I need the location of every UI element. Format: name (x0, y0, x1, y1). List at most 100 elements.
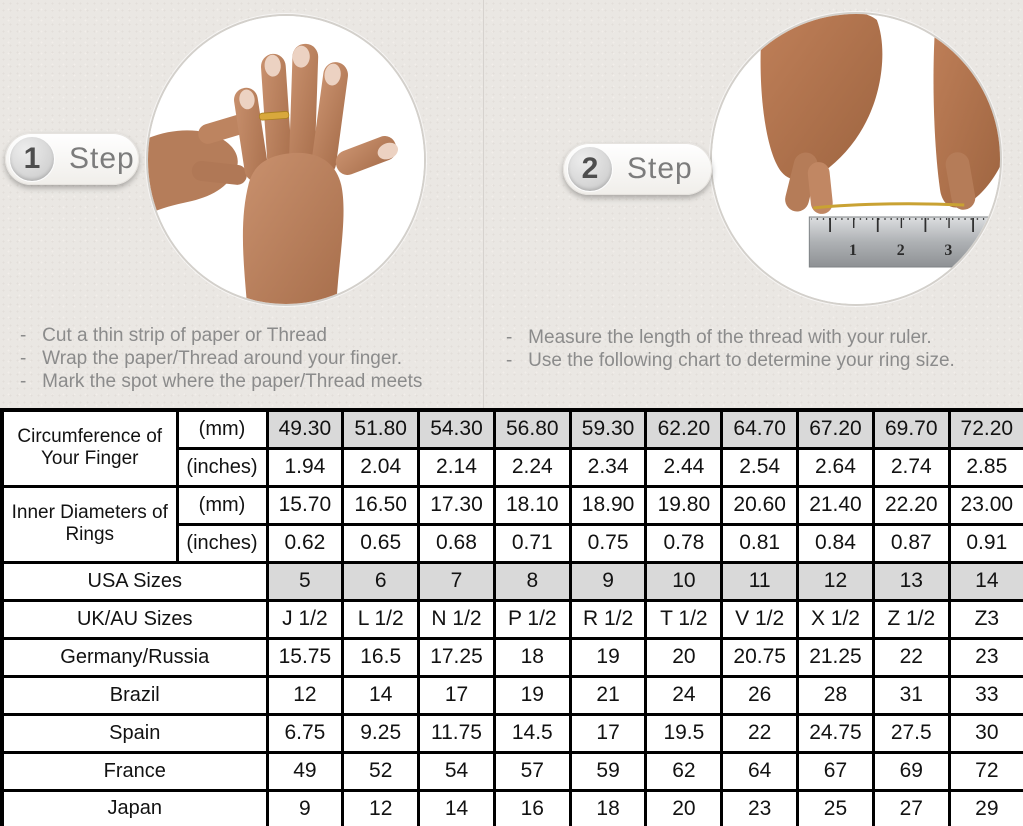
gold-ring (258, 111, 290, 121)
diameter-inch-value: 0.84 (796, 522, 875, 564)
diameter-inch-value: 0.68 (417, 522, 496, 564)
step2-instructions: Measure the length of the thread with yo… (506, 326, 955, 372)
row-diameter-inches: (inches) 0.62 0.65 0.68 0.71 0.75 0.78 0.81 0.8… (2, 522, 1023, 564)
diameter-mm-value: 22.20 (871, 484, 951, 526)
usa-size-value: 5 (265, 560, 345, 602)
uk-au-size-value: R 1/2 (568, 598, 648, 640)
circumference-mm-value: 49.30 (265, 408, 345, 450)
usa-size-value: 8 (492, 560, 572, 602)
diameter-inch-value: 0.81 (720, 522, 800, 564)
instruction-line: Use the following chart to determine you… (506, 349, 955, 372)
circumference-mm-value: 62.20 (644, 408, 724, 450)
france-size-value: 52 (341, 750, 421, 792)
row-circumference-inches: (inches) 1.94 2.04 2.14 2.24 2.34 2.44 2.54 2.6… (2, 446, 1023, 488)
brazil-size-value: 12 (265, 674, 345, 716)
section-divider (483, 0, 484, 408)
gold-thread (813, 202, 965, 210)
circumference-inch-value: 2.54 (720, 446, 800, 488)
diameter-mm-value: 18.10 (492, 484, 572, 526)
uk-au-size-value: P 1/2 (492, 598, 572, 640)
germany-russia-size-value: 16.5 (341, 636, 421, 678)
france-size-value: 69 (871, 750, 951, 792)
hand-with-ring-illustration (148, 16, 424, 304)
france-size-value: 62 (644, 750, 724, 792)
row-label-spain: Spain (0, 712, 269, 754)
japan-size-value: 14 (417, 788, 496, 826)
row-diameter-mm: Inner Diameters of Rings (mm) 15.70 16.50… (0, 484, 1023, 564)
step2-badge: 2 Step (563, 143, 712, 195)
spain-size-value: 24.75 (796, 712, 875, 754)
diameter-inch-value: 0.87 (871, 522, 951, 564)
row-label-circumference: Circumference of Your Finger (0, 408, 179, 488)
row-label-inner-diameter: Inner Diameters of Rings (0, 484, 179, 564)
circumference-mm-value: 72.20 (947, 408, 1023, 450)
row-label-brazil: Brazil (0, 674, 269, 716)
diameter-inch-value: 0.75 (568, 522, 648, 564)
diameter-mm-value: 16.50 (341, 484, 421, 526)
japan-size-value: 25 (796, 788, 875, 826)
spain-size-value: 27.5 (871, 712, 951, 754)
ruler-number: 3 (944, 242, 952, 259)
germany-russia-size-value: 15.75 (265, 636, 345, 678)
row-france: France 49 52 54 57 59 62 64 67 69 72 (0, 750, 1023, 792)
brazil-size-value: 19 (492, 674, 572, 716)
circumference-inch-value: 2.44 (644, 446, 724, 488)
diameter-mm-value: 15.70 (265, 484, 345, 526)
germany-russia-size-value: 21.25 (796, 636, 875, 678)
spain-size-value: 11.75 (417, 712, 496, 754)
unit-label: (inches) (175, 446, 269, 488)
usa-size-value: 12 (796, 560, 875, 602)
diameter-mm-value: 20.60 (720, 484, 800, 526)
row-usa-sizes: USA Sizes 5 6 7 8 9 10 11 12 13 14 (0, 560, 1023, 602)
diameter-inch-value: 0.71 (492, 522, 572, 564)
france-size-value: 49 (265, 750, 345, 792)
germany-russia-size-value: 17.25 (417, 636, 496, 678)
diameter-mm-value: 17.30 (417, 484, 496, 526)
measuring-thread-illustration: 1 2 3 (712, 14, 1000, 304)
row-uk-au-sizes: UK/AU Sizes J 1/2 L 1/2 N 1/2 P 1/2 R 1/2 T 1… (0, 598, 1023, 640)
circumference-mm-value: 59.30 (568, 408, 648, 450)
circumference-inch-value: 2.85 (947, 446, 1023, 488)
diameter-inch-value: 0.91 (947, 522, 1023, 564)
germany-russia-size-value: 23 (947, 636, 1023, 678)
diameter-inch-value: 0.78 (644, 522, 724, 564)
germany-russia-size-value: 22 (871, 636, 951, 678)
circumference-inch-value: 1.94 (265, 446, 345, 488)
row-label-france: France (0, 750, 269, 792)
instruction-line: Measure the length of the thread with yo… (506, 326, 955, 349)
circumference-mm-value: 67.20 (796, 408, 875, 450)
japan-size-value: 27 (871, 788, 951, 826)
instruction-line: Cut a thin strip of paper or Thread (20, 324, 422, 347)
circumference-mm-value: 51.80 (341, 408, 421, 450)
row-spain: Spain 6.75 9.25 11.75 14.5 17 19.5 22 24.75 27.5… (0, 712, 1023, 754)
circumference-mm-value: 56.80 (492, 408, 572, 450)
japan-size-value: 9 (265, 788, 345, 826)
spain-size-value: 17 (568, 712, 648, 754)
brazil-size-value: 31 (871, 674, 951, 716)
row-japan: Japan 9 12 14 16 18 20 23 25 27 29 (0, 788, 1023, 826)
circumference-mm-value: 54.30 (417, 408, 496, 450)
germany-russia-size-value: 18 (492, 636, 572, 678)
spain-size-value: 14.5 (492, 712, 572, 754)
uk-au-size-value: J 1/2 (265, 598, 345, 640)
step1-badge: 1 Step (5, 133, 139, 185)
uk-au-size-value: N 1/2 (417, 598, 496, 640)
step2-ruler-photo: 1 2 3 (710, 12, 1002, 306)
diameter-mm-value: 21.40 (796, 484, 875, 526)
spain-size-value: 6.75 (265, 712, 345, 754)
spain-size-value: 22 (720, 712, 800, 754)
brazil-size-value: 26 (720, 674, 800, 716)
uk-au-size-value: X 1/2 (796, 598, 875, 640)
row-germany-russia: Germany/Russia 15.75 16.5 17.25 18 19 20 20.75… (0, 636, 1023, 678)
circumference-inch-value: 2.34 (568, 446, 648, 488)
france-size-value: 59 (568, 750, 648, 792)
step1-number-circle: 1 (9, 136, 55, 182)
brazil-size-value: 17 (417, 674, 496, 716)
france-size-value: 64 (720, 750, 800, 792)
germany-russia-size-value: 20 (644, 636, 724, 678)
brazil-size-value: 28 (796, 674, 875, 716)
spain-size-value: 9.25 (341, 712, 421, 754)
japan-size-value: 12 (341, 788, 421, 826)
germany-russia-size-value: 19 (568, 636, 648, 678)
